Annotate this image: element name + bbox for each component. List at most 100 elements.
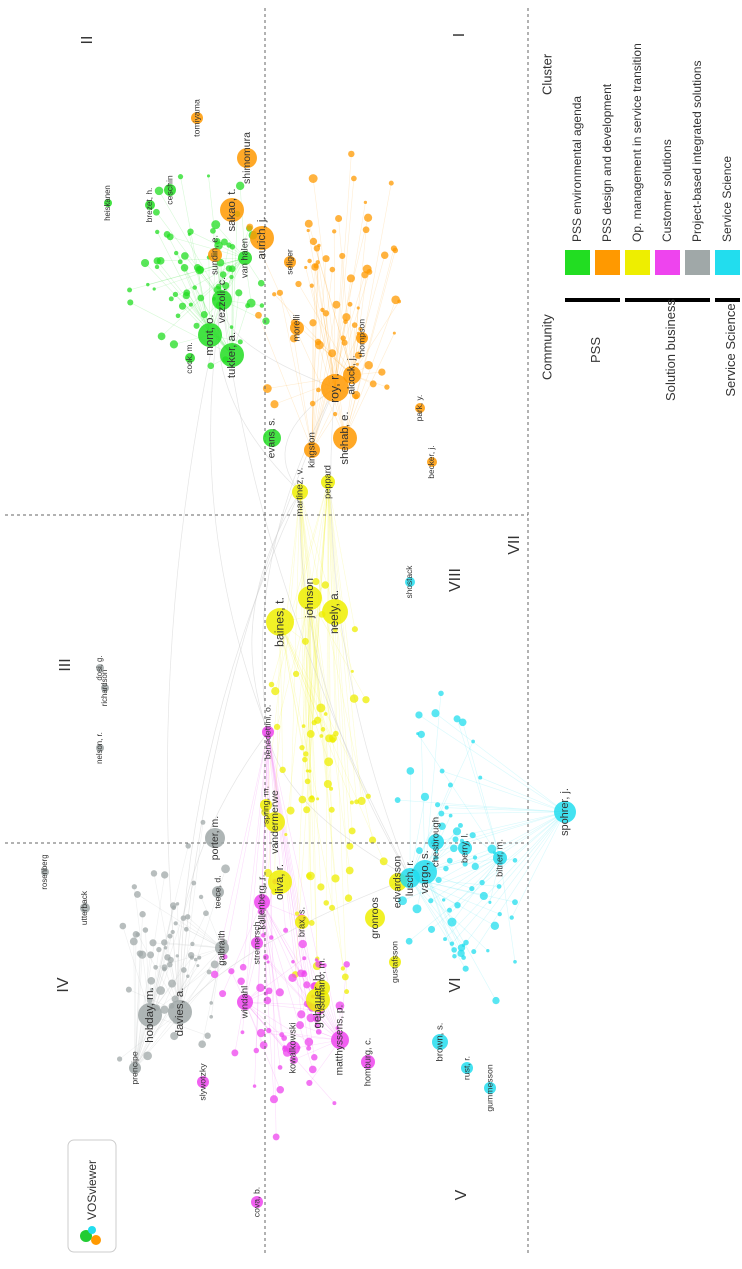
minor-node xyxy=(147,977,155,985)
minor-node xyxy=(143,1051,152,1060)
link xyxy=(299,284,352,375)
cluster-name: PSS design and development xyxy=(600,83,614,242)
minor-node xyxy=(196,964,199,967)
node-label: spring, m. xyxy=(260,786,270,824)
minor-node xyxy=(130,938,138,946)
node-label: gustafsson xyxy=(389,941,399,983)
node-label: teece, d. xyxy=(212,875,222,908)
minor-node xyxy=(458,823,463,828)
minor-node xyxy=(260,1041,268,1049)
minor-node xyxy=(480,892,488,900)
minor-node xyxy=(350,800,354,804)
minor-node xyxy=(332,229,336,233)
minor-node xyxy=(366,794,371,799)
minor-node xyxy=(316,260,320,264)
minor-node xyxy=(473,855,477,859)
node-label: brown, s. xyxy=(435,1023,446,1062)
node-label: brax, s. xyxy=(296,907,306,937)
node-label: kallenberg, r. xyxy=(257,875,268,930)
cluster-name: Service Science xyxy=(720,156,734,242)
minor-node xyxy=(330,267,336,273)
quadrant-label: III xyxy=(57,658,74,671)
minor-node xyxy=(309,1066,317,1074)
minor-node xyxy=(194,323,200,329)
minor-node xyxy=(302,724,306,728)
minor-node xyxy=(305,778,311,784)
node-label: galbraith xyxy=(216,930,226,965)
minor-node xyxy=(357,306,360,309)
minor-node xyxy=(168,980,176,988)
node-label: johnson xyxy=(304,578,316,619)
link xyxy=(445,812,565,939)
minor-node xyxy=(194,958,198,962)
node-label: kingston xyxy=(307,432,318,468)
cluster-name: Customer solutions xyxy=(660,139,674,242)
minor-node xyxy=(309,920,315,926)
minor-node xyxy=(197,295,204,302)
node-label: vandermerwe xyxy=(269,790,281,854)
minor-node xyxy=(463,966,469,972)
minor-node xyxy=(185,843,190,848)
node-label: shostack xyxy=(404,565,414,599)
minor-node xyxy=(230,325,234,329)
minor-node xyxy=(370,380,377,387)
minor-node xyxy=(324,757,333,766)
minor-node xyxy=(491,922,499,930)
node-label: porter, m. xyxy=(209,816,221,860)
node-label: shimomura xyxy=(241,132,253,184)
logo-icon xyxy=(91,1235,101,1245)
minor-node xyxy=(291,960,294,963)
minor-node xyxy=(220,271,227,278)
node-label: stremersch xyxy=(251,921,261,964)
minor-node xyxy=(304,266,307,269)
minor-node xyxy=(173,292,178,297)
minor-node xyxy=(240,964,247,971)
minor-node xyxy=(156,986,165,995)
minor-node xyxy=(204,1033,210,1039)
cluster-swatch xyxy=(565,250,590,275)
node-label: chesbrough xyxy=(431,817,442,867)
minor-node xyxy=(209,1001,213,1005)
cluster-swatch xyxy=(595,250,620,275)
minor-node xyxy=(226,265,232,271)
minor-node xyxy=(297,1010,305,1018)
minor-node xyxy=(207,363,214,370)
minor-node xyxy=(421,793,429,801)
minor-node xyxy=(351,670,354,673)
minor-node xyxy=(191,881,196,886)
minor-node xyxy=(181,967,187,973)
link xyxy=(218,300,300,492)
minor-node xyxy=(406,938,413,945)
node-label: gummesson xyxy=(484,1064,494,1111)
node-label: sakao, t. xyxy=(226,188,238,231)
minor-node xyxy=(176,313,181,318)
link xyxy=(157,232,210,335)
minor-node xyxy=(307,730,315,738)
minor-node xyxy=(333,412,337,416)
node-label: park, y. xyxy=(414,395,424,422)
minor-node xyxy=(449,814,453,818)
minor-node xyxy=(161,871,168,878)
minor-node xyxy=(450,844,458,852)
minor-node xyxy=(303,981,310,988)
minor-node xyxy=(315,341,324,350)
minor-node xyxy=(181,252,189,260)
minor-node xyxy=(471,740,475,744)
minor-node xyxy=(231,1049,238,1056)
minor-node xyxy=(486,949,489,952)
minor-node xyxy=(320,308,324,312)
node-label: kowalkowski xyxy=(287,1022,297,1073)
cluster-swatch xyxy=(715,250,740,275)
node-label: richardson xyxy=(100,670,109,706)
minor-node xyxy=(188,952,194,958)
node-label: baines, t. xyxy=(272,597,286,647)
logo-text: VOSviewer xyxy=(85,1160,99,1220)
minor-node xyxy=(119,923,126,930)
minor-node xyxy=(492,997,499,1004)
minor-node xyxy=(174,251,178,255)
minor-node xyxy=(364,361,373,370)
minor-node xyxy=(184,927,189,932)
minor-node xyxy=(329,807,335,813)
node-label: oliva, r. xyxy=(274,864,286,900)
minor-node xyxy=(324,712,328,716)
